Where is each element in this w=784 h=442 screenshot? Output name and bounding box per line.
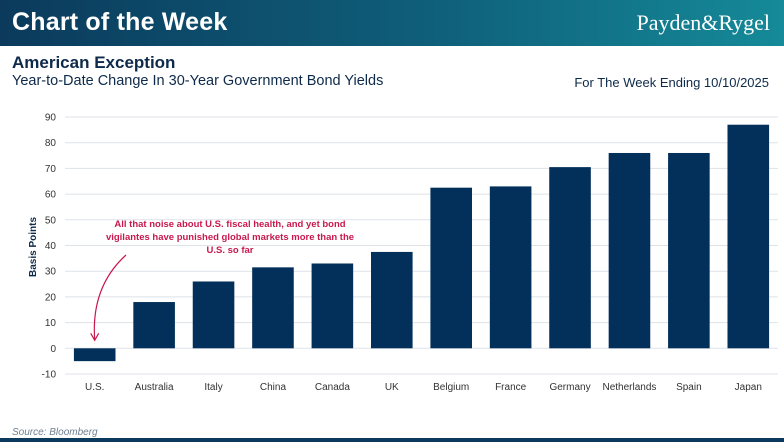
y-tick-label: -10 — [42, 370, 57, 381]
header-banner: Chart of the Week Payden&Rygel — [0, 0, 784, 46]
bar-uk — [370, 251, 413, 349]
y-tick-label: 60 — [45, 190, 57, 201]
x-tick-label: Spain — [676, 382, 702, 393]
annotation-text: All that noise about U.S. fiscal health,… — [114, 219, 345, 230]
y-axis-label: Basis Points — [28, 217, 39, 277]
x-tick-label: Australia — [135, 382, 174, 393]
annotation: All that noise about U.S. fiscal health,… — [90, 219, 354, 342]
y-tick-label: 70 — [45, 164, 57, 175]
y-tick-label: 30 — [45, 267, 57, 278]
x-axis-ticks: U.S. Australia Italy China Canada UK Belgium Fr… — [85, 382, 762, 393]
bar-belgium — [430, 187, 473, 349]
x-tick-label: Germany — [549, 382, 590, 393]
bar-australia — [133, 302, 175, 349]
chart-title: American Exception — [12, 53, 176, 72]
x-tick-label: Canada — [315, 382, 350, 393]
annotation-text: vigilantes have punished global markets … — [106, 232, 354, 243]
x-tick-label: France — [495, 382, 527, 393]
y-tick-label: 20 — [45, 292, 57, 303]
annotation-arrow-line — [93, 254, 127, 341]
y-tick-label: 90 — [45, 113, 57, 124]
bar-spain — [668, 152, 710, 349]
chart-subtitle: Year-to-Date Change In 30-Year Governmen… — [12, 73, 384, 89]
y-tick-label: 80 — [45, 138, 57, 149]
bar-canada — [311, 263, 354, 349]
annotation-arrowhead — [90, 333, 100, 342]
bar-us — [73, 348, 116, 362]
y-axis-ticks: -10 0 10 20 30 40 50 60 70 80 90 — [42, 113, 57, 381]
annotation-text: U.S. so far — [207, 245, 254, 256]
bar-chart: -10 0 10 20 30 40 50 60 70 80 90 U.S. Australia Ital… — [28, 113, 778, 393]
x-tick-label: China — [260, 382, 287, 393]
bar-series — [73, 124, 770, 362]
y-tick-label: 50 — [45, 215, 57, 226]
bar-china — [252, 267, 294, 349]
y-tick-label: 40 — [45, 241, 57, 252]
x-tick-label: Japan — [735, 382, 762, 393]
bar-germany — [549, 167, 591, 349]
bar-italy — [192, 281, 235, 349]
x-tick-label: Netherlands — [602, 382, 656, 393]
banner-title: Chart of the Week — [12, 8, 228, 36]
grid-lines — [65, 116, 778, 375]
y-tick-label: 0 — [50, 344, 56, 355]
x-tick-label: Belgium — [433, 382, 469, 393]
brand-logo: Payden&Rygel — [636, 10, 770, 35]
week-ending-label: For The Week Ending 10/10/2025 — [574, 75, 769, 90]
x-tick-label: U.S. — [85, 382, 104, 393]
source-note: Source: Bloomberg — [12, 427, 98, 438]
bar-netherlands — [608, 152, 651, 349]
bar-france — [489, 186, 532, 349]
x-tick-label: UK — [385, 382, 399, 393]
x-tick-label: Italy — [204, 382, 222, 393]
bar-japan — [727, 124, 770, 349]
footer-rule — [0, 438, 784, 442]
y-tick-label: 10 — [45, 318, 57, 329]
